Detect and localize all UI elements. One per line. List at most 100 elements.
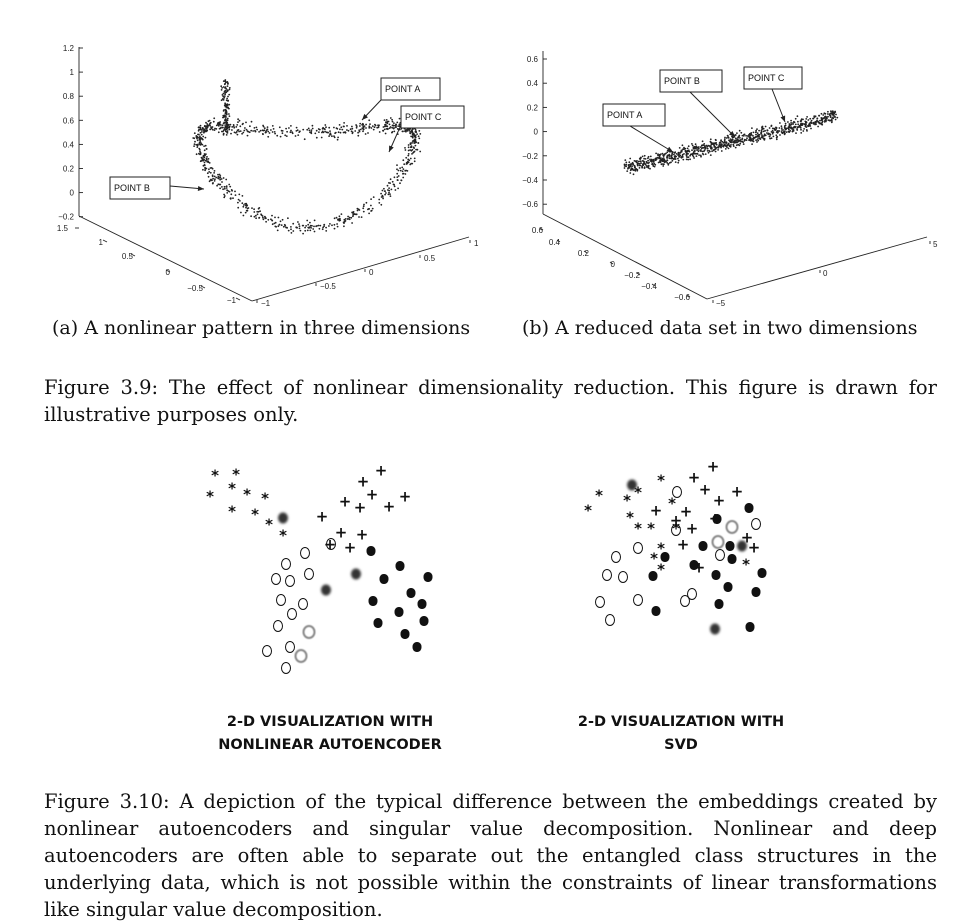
- a-data-point: [315, 129, 318, 132]
- svd-label-line1: 2-D VISUALIZATION WITH: [577, 714, 785, 730]
- a-data-point: [412, 142, 414, 144]
- a-data-point: [259, 129, 262, 132]
- b-data-point: [697, 147, 700, 150]
- a-data-point: [217, 131, 220, 134]
- b-data-point: [762, 127, 765, 130]
- b-data-point: [751, 127, 753, 129]
- a-data-point: [383, 187, 385, 190]
- autoencoder-plus-marker: +: [374, 461, 388, 480]
- b-data-point: [758, 129, 760, 132]
- svd-filled-blob-marker: [751, 587, 761, 597]
- a-data-point: [224, 91, 227, 94]
- b-y-tick-mark: [556, 239, 561, 243]
- a-data-point: [270, 129, 272, 131]
- a-data-point: [209, 128, 212, 131]
- a-data-point: [399, 167, 401, 170]
- b-data-point: [682, 148, 684, 151]
- b-data-point: [661, 157, 664, 160]
- a-data-point: [360, 216, 363, 219]
- b-data-point: [752, 138, 755, 141]
- a-z-tick-label: 0.8: [63, 92, 75, 101]
- a-data-point: [271, 219, 274, 222]
- autoencoder-filled-blob-marker: [379, 574, 389, 584]
- a-data-point: [410, 162, 413, 165]
- a-data-point: [221, 87, 224, 89]
- a-data-point: [396, 176, 399, 179]
- autoencoder-filled-blob-marker: [419, 616, 429, 626]
- a-data-point: [401, 170, 404, 173]
- a-data-point: [211, 174, 214, 177]
- b-data-point: [682, 158, 685, 161]
- a-data-point: [222, 95, 225, 98]
- b-data-point: [727, 144, 729, 146]
- b-data-point: [706, 150, 709, 152]
- svd-filled-blob-marker: [660, 552, 670, 562]
- b-data-point: [698, 154, 700, 157]
- a-data-point: [286, 130, 288, 133]
- a-data-point: [220, 85, 223, 88]
- b-data-point: [823, 112, 826, 115]
- b-data-point: [775, 127, 778, 129]
- a-data-point: [209, 121, 212, 124]
- b-data-point: [738, 135, 740, 138]
- a-data-point: [281, 132, 284, 135]
- a-data-point: [228, 128, 231, 131]
- a-data-point: [284, 134, 287, 137]
- b-y-tick-label: 0.2: [578, 249, 590, 258]
- b-data-point: [721, 140, 724, 143]
- a-data-point: [337, 131, 340, 134]
- a-data-point: [388, 187, 390, 190]
- a-data-point: [222, 99, 225, 101]
- b-data-point: [720, 146, 722, 149]
- b-data-point: [694, 152, 697, 155]
- svd-open-circle-marker: [605, 614, 615, 626]
- a-data-point: [228, 87, 231, 89]
- b-data-point: [739, 142, 742, 145]
- svd-filled-blob-marker: [727, 554, 737, 564]
- a-data-point: [207, 160, 210, 163]
- b-data-point: [662, 154, 665, 157]
- b-data-point: [657, 154, 659, 157]
- a-data-point: [338, 215, 341, 218]
- a-data-point: [276, 134, 279, 137]
- a-data-point: [225, 123, 228, 126]
- b-data-point: [835, 113, 837, 116]
- a-data-point: [221, 181, 223, 183]
- a-data-point: [386, 122, 389, 125]
- b-data-point: [647, 159, 649, 162]
- a-data-point: [268, 132, 271, 134]
- a-data-point: [245, 121, 247, 124]
- a-data-point: [322, 226, 324, 229]
- b-data-point: [696, 152, 699, 155]
- a-data-point: [389, 117, 392, 119]
- b-data-point: [699, 149, 702, 152]
- b-data-point: [788, 123, 791, 125]
- b-data-point: [752, 140, 755, 143]
- a-data-point: [287, 217, 289, 220]
- a-data-point: [228, 103, 231, 106]
- a-data-point: [262, 218, 265, 221]
- a-data-point: [227, 106, 229, 109]
- a-data-point: [237, 206, 240, 209]
- b-data-point: [822, 114, 825, 116]
- b-z-tick-label: 0.2: [527, 103, 539, 112]
- b-data-point: [787, 121, 789, 123]
- b-data-point: [834, 110, 836, 113]
- b-data-point: [792, 130, 795, 132]
- b-data-point: [763, 134, 766, 137]
- a-data-point: [224, 108, 227, 111]
- svd-filled-blob-marker: [689, 560, 699, 570]
- b-data-point: [730, 141, 733, 144]
- a-data-point: [339, 131, 342, 134]
- b-data-point: [707, 151, 710, 154]
- b-data-point: [677, 153, 680, 156]
- a-data-point: [207, 124, 210, 127]
- a-data-point: [214, 127, 216, 130]
- a-data-point: [401, 130, 404, 133]
- a-data-point: [224, 80, 227, 83]
- b-data-point: [632, 173, 635, 176]
- a-data-point: [397, 187, 399, 190]
- b-data-point: [760, 132, 762, 134]
- a-data-point: [285, 135, 288, 138]
- b-data-point: [683, 146, 685, 149]
